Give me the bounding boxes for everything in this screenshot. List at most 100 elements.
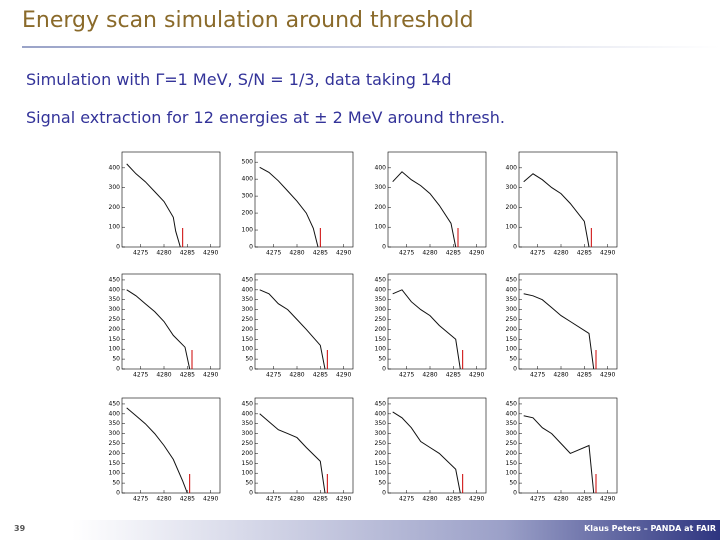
y-tick-label: 400 — [109, 286, 121, 293]
y-tick-label: 250 — [242, 316, 254, 323]
x-tick-label: 4280 — [422, 250, 437, 257]
y-tick-label: 300 — [375, 430, 387, 437]
x-tick-label: 4280 — [553, 372, 568, 379]
y-tick-label: 300 — [109, 184, 121, 191]
y-tick-label: 200 — [242, 326, 254, 333]
x-tick-label: 4280 — [289, 250, 304, 257]
x-tick-label: 4285 — [180, 372, 195, 379]
x-tick-label: 4275 — [133, 250, 148, 257]
histogram-line — [523, 415, 595, 494]
y-tick-label: 300 — [506, 184, 518, 191]
y-tick-label: 150 — [109, 460, 121, 467]
y-tick-label: 450 — [375, 400, 387, 407]
y-tick-label: 400 — [109, 410, 121, 417]
plot-frame — [121, 397, 221, 494]
x-tick-label: 4280 — [422, 372, 437, 379]
footer: 39 Klaus Peters – PANDA at FAIR — [0, 520, 720, 540]
y-tick-label: 50 — [378, 480, 386, 487]
y-tick-label: 450 — [242, 276, 254, 283]
y-tick-label: 100 — [109, 224, 121, 231]
x-tick-label: 4290 — [203, 372, 218, 379]
y-tick-label: 100 — [506, 470, 518, 477]
y-tick-label: 300 — [109, 306, 121, 313]
plot-frame — [254, 273, 354, 370]
x-tick-label: 4285 — [446, 250, 461, 257]
x-tick-label: 4275 — [266, 496, 281, 503]
y-tick-label: 200 — [506, 204, 518, 211]
x-tick-label: 4280 — [289, 372, 304, 379]
plot-frame — [387, 151, 487, 248]
y-tick-label: 300 — [375, 306, 387, 313]
plot-frame — [387, 397, 487, 494]
x-tick-label: 4290 — [469, 496, 484, 503]
y-tick-label: 0 — [513, 244, 517, 251]
y-tick-label: 400 — [242, 176, 254, 183]
plot-frame — [121, 273, 221, 370]
x-tick-label: 4290 — [600, 372, 615, 379]
y-tick-label: 200 — [109, 204, 121, 211]
x-tick-label: 4290 — [469, 372, 484, 379]
x-tick-label: 4285 — [313, 372, 328, 379]
y-tick-label: 150 — [242, 336, 254, 343]
y-tick-label: 150 — [375, 460, 387, 467]
y-tick-label: 50 — [378, 356, 386, 363]
histogram-line — [259, 166, 319, 248]
y-tick-label: 450 — [109, 400, 121, 407]
plot-frame — [518, 151, 618, 248]
plot-frame — [518, 273, 618, 370]
histogram-line — [392, 171, 457, 248]
bullet: Signal extraction for 12 energies at ± 2… — [26, 108, 505, 127]
y-tick-label: 200 — [242, 450, 254, 457]
y-tick-label: 200 — [242, 210, 254, 217]
y-tick-label: 250 — [375, 316, 387, 323]
y-tick-label: 0 — [513, 490, 517, 497]
histogram-line — [392, 411, 461, 494]
y-tick-label: 300 — [109, 430, 121, 437]
y-tick-label: 400 — [375, 410, 387, 417]
x-tick-label: 4285 — [446, 496, 461, 503]
y-tick-label: 0 — [382, 490, 386, 497]
y-tick-label: 0 — [382, 366, 386, 373]
y-tick-label: 250 — [242, 440, 254, 447]
histogram-line — [259, 289, 326, 370]
plot-frame — [121, 151, 221, 248]
x-tick-label: 4285 — [313, 496, 328, 503]
y-tick-label: 300 — [375, 184, 387, 191]
histogram-line — [259, 413, 326, 494]
x-tick-label: 4285 — [577, 496, 592, 503]
plot-frame — [387, 273, 487, 370]
x-tick-label: 4290 — [336, 250, 351, 257]
x-tick-label: 4290 — [336, 372, 351, 379]
footer-author: Klaus Peters – PANDA at FAIR — [584, 524, 716, 533]
y-tick-label: 400 — [375, 164, 387, 171]
x-tick-label: 4275 — [399, 496, 414, 503]
x-tick-label: 4280 — [553, 250, 568, 257]
y-tick-label: 100 — [506, 224, 518, 231]
y-tick-label: 0 — [513, 366, 517, 373]
x-tick-label: 4285 — [180, 496, 195, 503]
histogram-line — [392, 289, 461, 370]
y-tick-label: 150 — [242, 460, 254, 467]
x-tick-label: 4280 — [156, 496, 171, 503]
y-tick-label: 450 — [242, 400, 254, 407]
y-tick-label: 0 — [249, 244, 253, 251]
y-tick-label: 200 — [109, 326, 121, 333]
x-tick-label: 4275 — [399, 372, 414, 379]
plot-frame — [254, 397, 354, 494]
x-tick-label: 4290 — [203, 250, 218, 257]
x-tick-label: 4290 — [600, 496, 615, 503]
y-tick-label: 350 — [109, 420, 121, 427]
y-tick-label: 100 — [109, 470, 121, 477]
y-tick-label: 0 — [116, 244, 120, 251]
y-tick-label: 200 — [375, 204, 387, 211]
y-tick-label: 150 — [375, 336, 387, 343]
y-tick-label: 350 — [375, 420, 387, 427]
x-tick-label: 4275 — [266, 372, 281, 379]
y-tick-label: 400 — [242, 410, 254, 417]
y-tick-label: 50 — [112, 356, 120, 363]
y-tick-label: 200 — [375, 450, 387, 457]
histogram-grid: 0 100 200 300 400 4275 4280 4285 4290 0 100 200 300 4… — [109, 151, 618, 503]
y-tick-label: 450 — [506, 400, 518, 407]
x-tick-label: 4280 — [553, 496, 568, 503]
y-tick-label: 100 — [506, 346, 518, 353]
